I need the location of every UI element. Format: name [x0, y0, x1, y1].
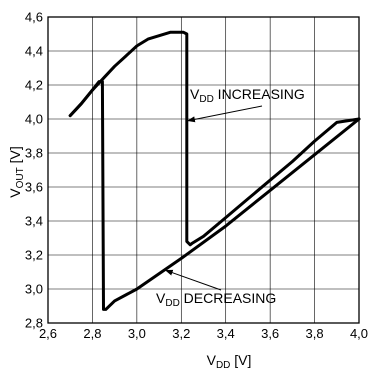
x-tick-label: 2,6 — [39, 326, 57, 341]
x-tick-label: 3,0 — [128, 326, 146, 341]
x-tick-label: 3,2 — [172, 326, 190, 341]
y-tick-labels: 2,8 3,0 3,2 3,4 3,6 3,8 4,0 4,2 4,4 4,6 — [25, 10, 43, 331]
y-tick-label: 3,4 — [25, 214, 43, 229]
x-axis-title: VDD [V] — [207, 352, 252, 371]
series-line-1 — [68, 30, 361, 247]
annotation-vdd-increasing-arrow — [186, 105, 263, 123]
plot-frame — [47, 16, 360, 324]
y-tick-label: 4,4 — [25, 44, 43, 59]
x-tick-label: 3,8 — [306, 326, 324, 341]
x-tick-label: 4,0 — [350, 326, 368, 341]
x-tick-label: 3,4 — [217, 326, 235, 341]
x-tick-label: 2,8 — [83, 326, 101, 341]
annotation-vdd-decreasing: VDD DECREASING — [156, 290, 276, 309]
y-axis-title: VOUT [V] — [7, 146, 26, 197]
y-tick-label: 2,8 — [25, 316, 43, 331]
series-line-2 — [68, 80, 361, 311]
y-tick-label: 4,2 — [25, 78, 43, 93]
grid — [47, 16, 360, 324]
y-tick-label: 3,0 — [25, 282, 43, 297]
annotation-vdd-increasing: VDD INCREASING — [190, 86, 305, 105]
annotations: VDD INCREASING VDD DECREASING — [156, 86, 305, 309]
y-tick-label: 3,2 — [25, 248, 43, 263]
x-tick-label: 3,6 — [261, 326, 279, 341]
y-tick-label: 4,0 — [25, 112, 43, 127]
y-tick-label: 3,8 — [25, 146, 43, 161]
annotation-vdd-decreasing-arrow — [164, 269, 222, 291]
y-tick-label: 3,6 — [25, 180, 43, 195]
y-tick-label: 4,6 — [25, 10, 43, 25]
curves — [68, 30, 361, 311]
x-tick-labels: 2,6 2,8 3,0 3,2 3,4 3,6 3,8 4,0 — [39, 326, 368, 341]
